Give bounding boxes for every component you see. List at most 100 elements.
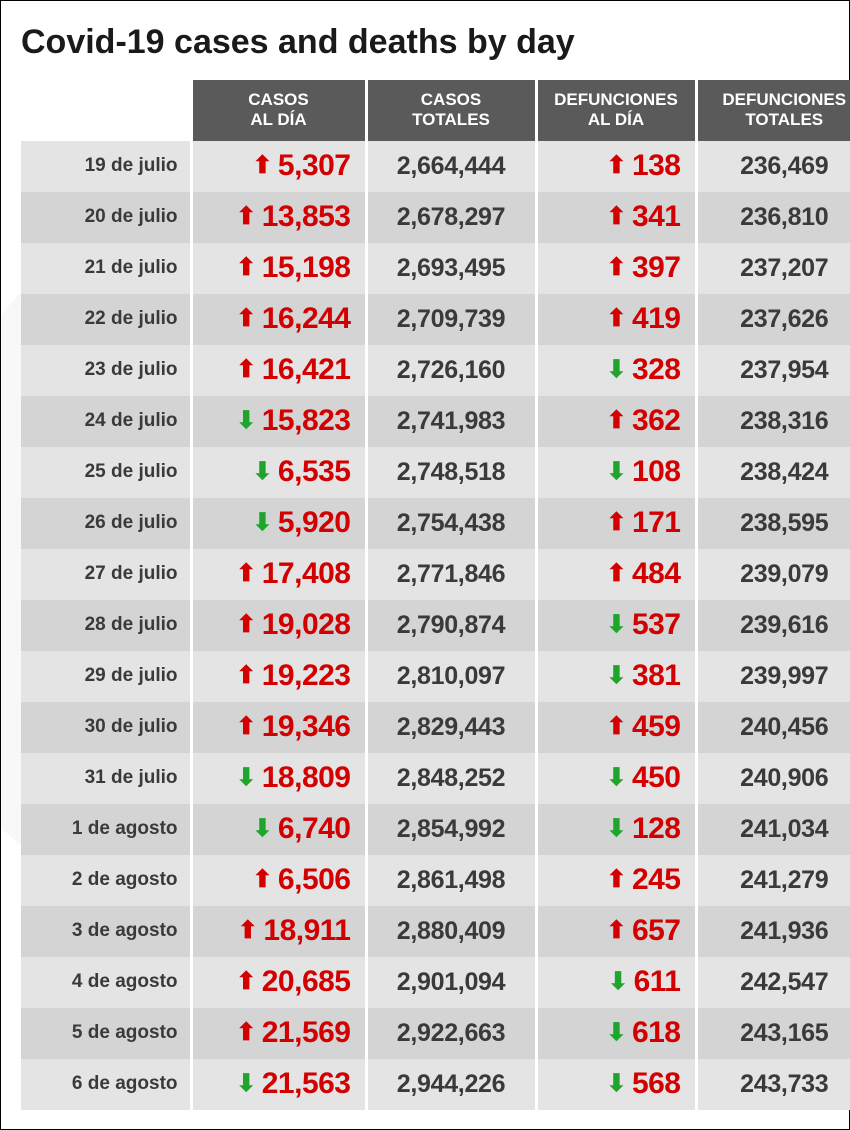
cases-total-cell: 2,861,498 — [366, 855, 536, 906]
deaths-daily-cell: ⬆657 — [536, 906, 696, 957]
date-cell: 24 de julio — [21, 396, 191, 447]
date-cell: 31 de julio — [21, 753, 191, 804]
arrow-down-icon: ⬇ — [606, 613, 626, 637]
arrow-up-icon: ⬆ — [236, 358, 256, 382]
date-cell: 5 de agosto — [21, 1008, 191, 1059]
cases-daily-value: 19,346 — [262, 710, 351, 743]
deaths-daily-value: 450 — [632, 761, 681, 794]
date-cell: 22 de julio — [21, 294, 191, 345]
arrow-up-icon: ⬆ — [606, 307, 626, 331]
cases-daily-cell: ⬆20,685 — [191, 957, 366, 1008]
table-row: 6 de agosto⬇21,5632,944,226⬇568243,733 — [21, 1059, 850, 1110]
cases-daily-cell: ⬇15,823 — [191, 396, 366, 447]
deaths-total-cell: 240,456 — [696, 702, 850, 753]
deaths-daily-value: 419 — [632, 302, 681, 335]
table-row: 29 de julio⬆19,2232,810,097⬇381239,997 — [21, 651, 850, 702]
deaths-daily-cell: ⬆419 — [536, 294, 696, 345]
cases-daily-cell: ⬆21,569 — [191, 1008, 366, 1059]
date-cell: 30 de julio — [21, 702, 191, 753]
arrow-down-icon: ⬇ — [606, 766, 626, 790]
cases-daily-value: 15,823 — [262, 404, 351, 437]
cases-total-cell: 2,664,444 — [366, 141, 536, 192]
deaths-daily-cell: ⬆138 — [536, 141, 696, 192]
cases-daily-cell: ⬆17,408 — [191, 549, 366, 600]
deaths-daily-value: 341 — [632, 200, 681, 233]
header-deaths-daily: DEFUNCIONESAL DÍA — [536, 80, 696, 141]
deaths-total-cell: 238,424 — [696, 447, 850, 498]
deaths-daily-value: 245 — [632, 863, 681, 896]
cases-daily-cell: ⬆18,911 — [191, 906, 366, 957]
table-row: 28 de julio⬆19,0282,790,874⬇537239,616 — [21, 600, 850, 651]
arrow-up-icon: ⬆ — [238, 919, 258, 943]
cases-daily-cell: ⬆5,307 — [191, 141, 366, 192]
cases-total-cell: 2,748,518 — [366, 447, 536, 498]
deaths-daily-cell: ⬇108 — [536, 447, 696, 498]
arrow-up-icon: ⬆ — [606, 205, 626, 229]
cases-daily-value: 18,911 — [263, 914, 350, 947]
arrow-down-icon: ⬇ — [606, 460, 626, 484]
table-row: 5 de agosto⬆21,5692,922,663⬇618243,165 — [21, 1008, 850, 1059]
deaths-total-cell: 239,079 — [696, 549, 850, 600]
table-row: 31 de julio ⬇ 18,809 2,848,252⬇450240,906 — [21, 753, 850, 804]
cases-daily-value: 16,421 — [262, 353, 351, 386]
deaths-daily-value: 397 — [632, 251, 681, 284]
date-cell: 23 de julio — [21, 345, 191, 396]
header-blank — [21, 80, 191, 141]
table-row: 21 de julio⬆15,1982,693,495⬆397237,207 — [21, 243, 850, 294]
deaths-daily-cell: ⬆171 — [536, 498, 696, 549]
cases-daily-value: 18,809 — [262, 761, 351, 794]
cases-total-cell: 2,709,739 — [366, 294, 536, 345]
table-row: 19 de julio⬆5,3072,664,444⬆138236,469 — [21, 141, 850, 192]
deaths-total-cell: 236,469 — [696, 141, 850, 192]
deaths-daily-cell: ⬆397 — [536, 243, 696, 294]
cases-daily-cell: ⬆16,421 — [191, 345, 366, 396]
arrow-up-icon: ⬆ — [606, 256, 626, 280]
deaths-daily-value: 381 — [632, 659, 681, 692]
cases-total-cell: 2,741,983 — [366, 396, 536, 447]
cases-daily-value: 16,244 — [262, 302, 351, 335]
date-cell: 3 de agosto — [21, 906, 191, 957]
arrow-up-icon: ⬆ — [606, 562, 626, 586]
arrow-up-icon: ⬆ — [252, 154, 272, 178]
cases-total-cell: 2,810,097 — [366, 651, 536, 702]
date-cell: 2 de agosto — [21, 855, 191, 906]
deaths-daily-value: 611 — [634, 965, 681, 998]
deaths-daily-cell: ⬇328 — [536, 345, 696, 396]
deaths-total-cell: 239,997 — [696, 651, 850, 702]
cases-daily-cell: ⬆6,506 — [191, 855, 366, 906]
cases-total-cell: 2,754,438 — [366, 498, 536, 549]
cases-daily-cell: ⬆15,198 — [191, 243, 366, 294]
deaths-daily-value: 484 — [632, 557, 681, 590]
deaths-daily-cell: ⬇450 — [536, 753, 696, 804]
arrow-down-icon: ⬇ — [252, 511, 272, 535]
cases-daily-value: 5,307 — [278, 149, 351, 182]
deaths-total-cell: 240,906 — [696, 753, 850, 804]
arrow-up-icon: ⬆ — [252, 868, 272, 892]
cases-total-cell: 2,922,663 — [366, 1008, 536, 1059]
arrow-down-icon: ⬇ — [608, 970, 628, 994]
table-row: 1 de agosto⬇6,7402,854,992⬇128241,034 — [21, 804, 850, 855]
table-row: 3 de agosto⬆18,9112,880,409⬆657241,936 — [21, 906, 850, 957]
arrow-down-icon: ⬇ — [606, 1021, 626, 1045]
cases-daily-cell: ⬆16,244 — [191, 294, 366, 345]
table-row: 27 de julio⬆17,4082,771,846⬆484239,079 — [21, 549, 850, 600]
date-cell: 29 de julio — [21, 651, 191, 702]
arrow-down-icon: ⬇ — [252, 460, 272, 484]
cases-total-cell: 2,848,252 — [366, 753, 536, 804]
header-deaths-total: DEFUNCIONESTOTALES — [696, 80, 850, 141]
table-row: 23 de julio⬆16,4212,726,160⬇328237,954 — [21, 345, 850, 396]
arrow-up-icon: ⬆ — [236, 715, 256, 739]
cases-daily-value: 17,408 — [262, 557, 351, 590]
deaths-total-cell: 243,165 — [696, 1008, 850, 1059]
arrow-up-icon: ⬆ — [236, 307, 256, 331]
arrow-up-icon: ⬆ — [236, 1021, 256, 1045]
header-cases-daily: CASOSAL DÍA — [191, 80, 366, 141]
deaths-daily-cell: ⬆245 — [536, 855, 696, 906]
deaths-total-cell: 242,547 — [696, 957, 850, 1008]
arrow-down-icon: ⬇ — [252, 817, 272, 841]
arrow-up-icon: ⬆ — [606, 511, 626, 535]
table-row: 24 de julio⬇15,8232,741,983⬆362238,316 — [21, 396, 850, 447]
arrow-down-icon: ⬇ — [236, 1072, 256, 1096]
date-cell: 28 de julio — [21, 600, 191, 651]
date-cell: 25 de julio — [21, 447, 191, 498]
